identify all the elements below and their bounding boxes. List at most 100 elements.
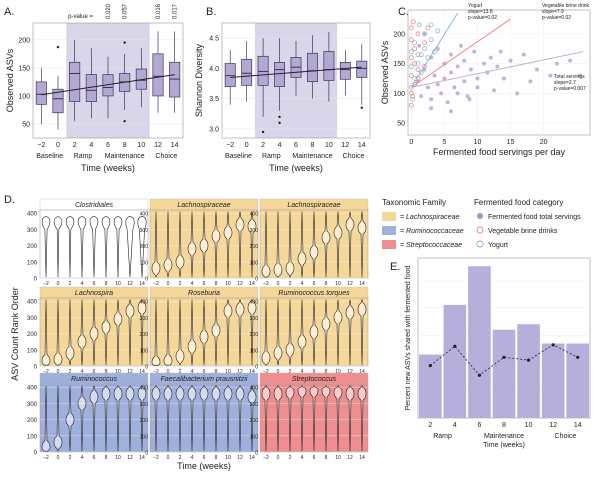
x-tick-label: 8 [105, 281, 108, 287]
violin [309, 211, 319, 278]
violin [137, 299, 147, 366]
x-tick-label: 10 [325, 142, 333, 149]
violin [89, 299, 99, 366]
violin [321, 299, 331, 366]
violin [345, 385, 355, 452]
violin [235, 211, 245, 278]
box [152, 53, 164, 97]
point-total-servings [442, 76, 447, 81]
y-tick-label: 200 [140, 418, 149, 424]
y-tick-label: 200 [393, 31, 405, 38]
violin [77, 299, 87, 366]
bar [468, 266, 491, 418]
y-tick-label: 200 [18, 37, 30, 44]
point-total-servings [445, 100, 450, 105]
point-total-servings [472, 49, 477, 54]
y-tick-label: 300 [250, 228, 259, 234]
box [339, 61, 351, 80]
violin [53, 299, 63, 366]
point-vegetable-brine [408, 102, 414, 108]
violin [89, 216, 99, 278]
x-tick-label: 10 [525, 422, 533, 429]
legend-marker [476, 226, 484, 234]
annotation-text: p-value=0.02 [468, 15, 497, 21]
violin [247, 385, 257, 452]
x-tick-label: 10 [225, 455, 231, 461]
point-total-servings [417, 43, 422, 48]
bar [418, 354, 442, 418]
y-tick-label: 300 [27, 402, 38, 408]
x-tick-label: 10 [225, 281, 231, 287]
x-tick-label: 6 [93, 455, 96, 461]
y-tick-label: 100 [250, 434, 259, 440]
y-tick-label: 200 [27, 418, 38, 424]
point-vegetable-brine [410, 93, 416, 99]
violin [137, 385, 147, 452]
x-tick-label: 2 [69, 369, 72, 375]
y-tick-label: 300 [250, 316, 259, 322]
line-point [551, 343, 555, 347]
box [306, 52, 318, 83]
y-tick-label: 300 [140, 228, 149, 234]
y-tick-label: 0 [145, 365, 148, 371]
point-total-servings [475, 85, 480, 90]
y-tick-label: 100 [250, 348, 259, 354]
outlier-point [278, 121, 281, 125]
violin [187, 211, 197, 278]
y-tick-label: 50 [22, 121, 30, 128]
y-tick-label: 400 [140, 386, 149, 392]
violin [297, 299, 307, 366]
annotation-text: p-value=0.007 [554, 86, 586, 92]
point-total-servings [462, 79, 467, 84]
violin [345, 299, 355, 366]
legend-title-food: Fermented food category [474, 198, 563, 207]
x-tick-label: 10 [137, 142, 145, 149]
x-tick-label: 14 [171, 142, 179, 149]
violin [113, 299, 123, 366]
point-total-servings [462, 58, 467, 63]
point-vegetable-brine [412, 46, 418, 52]
x-tick-label: 14 [139, 281, 145, 287]
point-total-servings [458, 43, 463, 48]
violin [333, 299, 343, 366]
x-tick-label: 6 [313, 369, 316, 375]
annotation-text: Total servings [554, 74, 585, 80]
x-tick-label: 12 [237, 455, 243, 461]
x-tick-label: 4 [278, 142, 282, 149]
panel-letter-d: D. [4, 194, 15, 206]
point-vegetable-brine [422, 40, 427, 46]
violin [297, 211, 307, 278]
violin [151, 385, 161, 452]
phase-label: Baseline [225, 153, 252, 160]
y-tick-label: 0 [145, 277, 148, 283]
point-vegetable-brine [425, 25, 431, 31]
point-yogurt [412, 40, 418, 46]
x-tick-label: 12 [341, 142, 349, 149]
y-axis-title: Observed ASVs [5, 48, 15, 112]
y-tick-label: 100 [393, 91, 405, 98]
point-vegetable-brine [408, 25, 414, 31]
point-total-servings [548, 73, 553, 78]
y-tick-label: 200 [27, 332, 38, 338]
y-tick-label: 0 [34, 277, 38, 283]
x-axis-title: Time (weeks) [177, 461, 231, 471]
x-tick-label: 0 [57, 455, 60, 461]
facet-title: Lachnospira [75, 290, 113, 297]
y-tick-label: 300 [27, 228, 38, 234]
point-total-servings [495, 64, 500, 69]
point-yogurt [422, 46, 427, 52]
x-tick-label: 12 [127, 281, 133, 287]
panel-a-boxplot: 50 100 150 200 −2 0 2 4 6 8 10 12 14 Baseline Ramp Main… [5, 3, 184, 173]
box [69, 61, 81, 102]
violin [357, 211, 367, 278]
phase-label: Baseline [36, 153, 63, 160]
point-total-servings [435, 46, 440, 51]
point-total-servings [468, 67, 473, 72]
point-total-servings [578, 73, 583, 78]
violin [137, 216, 147, 278]
annotation-text: slope=7.9 [542, 9, 564, 15]
x-tick-label: 2 [179, 369, 182, 375]
x-tick-label: 6 [313, 455, 316, 461]
point-total-servings [439, 91, 444, 96]
